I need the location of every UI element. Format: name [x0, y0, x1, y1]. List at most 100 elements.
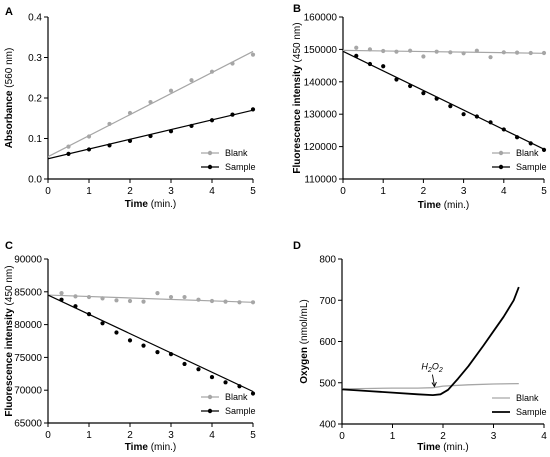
sample-point [66, 151, 71, 156]
blank-point [230, 61, 235, 66]
sample-point [250, 107, 256, 112]
y-tick-label: 85000 [14, 287, 42, 298]
sample-point [155, 350, 160, 355]
y-tick-label: 65000 [14, 419, 42, 430]
panel-letter: C [5, 240, 13, 252]
sample-point [168, 352, 174, 357]
sample-point [237, 384, 242, 389]
sample-point [189, 123, 194, 129]
y-axis-title: Fluorescence intensity (450 nm) [292, 22, 303, 173]
legend-blank-marker [207, 150, 213, 156]
blank-point [209, 298, 215, 304]
blank-point [209, 69, 215, 74]
y-tick-label: 800 [319, 255, 336, 266]
panel-d: D 400 500 600 700 800 0 1 2 3 4 Time (min.) Oxygen (… [293, 240, 547, 453]
legend-sample-marker [498, 164, 504, 170]
sample-point [230, 112, 235, 117]
x-tick-label: 4 [209, 430, 215, 441]
x-tick-label: 2 [127, 430, 133, 441]
y-tick-label: 110000 [304, 175, 337, 186]
sample-point [114, 330, 119, 335]
blank-point [86, 294, 92, 300]
blank-point [408, 48, 413, 53]
sample-point [408, 83, 413, 89]
sample-point [127, 138, 133, 144]
blank-point [155, 291, 160, 296]
sample-point [488, 120, 493, 125]
sample-point [434, 96, 439, 101]
blank-point [474, 48, 479, 53]
x-axis-title: Time (min.) [418, 200, 470, 211]
blank-point [168, 294, 174, 300]
legend-sample-marker [207, 164, 213, 170]
y-tick-label: 500 [319, 378, 336, 389]
annotation-label: H2O2 [421, 362, 442, 375]
blank-point [488, 55, 493, 60]
sample-point [100, 321, 105, 326]
sample-point [541, 147, 547, 152]
y-tick-label: 700 [319, 296, 336, 307]
y-tick-label: 120000 [304, 142, 338, 153]
blank-point [127, 110, 133, 116]
sample-point [59, 297, 64, 302]
blank-point [514, 50, 520, 55]
y-tick-label: 80000 [14, 320, 42, 331]
blank-point [196, 297, 201, 302]
x-tick-label: 1 [86, 430, 92, 441]
panel-letter: D [293, 240, 301, 252]
x-tick-label: 5 [250, 430, 256, 441]
x-tick-label: 0 [339, 431, 345, 442]
y-tick-label: 130000 [304, 110, 338, 121]
x-tick-label: 1 [380, 186, 386, 197]
blank-point [189, 78, 194, 83]
sample-point [421, 91, 426, 96]
blank-point [354, 45, 359, 50]
legend-sample-label: Sample [225, 162, 256, 172]
y-axis-title: Absorbance (560 nm) [4, 48, 15, 149]
y-tick-label: 0.2 [28, 94, 42, 105]
blank-point [223, 299, 228, 304]
x-tick-label: 4 [501, 186, 507, 197]
blank-point [168, 88, 174, 93]
sample-point [250, 391, 256, 396]
blank-point [148, 99, 153, 105]
y-axis-title: Fluorescence intensity (450 nm) [4, 265, 15, 416]
sample-point [209, 118, 215, 123]
x-tick-label: 3 [491, 431, 497, 442]
sample-line [341, 286, 520, 397]
y-tick-label: 140000 [304, 77, 338, 88]
panel-letter: B [293, 3, 301, 15]
panel-b: B 110000 120000 130000 140000 150000 160000 0 1 2… [292, 3, 547, 211]
y-tick-label: 0.3 [28, 53, 42, 64]
blank-point [237, 300, 242, 305]
legend-blank-label: Blank [516, 148, 539, 158]
legend-sample-label: Sample [516, 407, 547, 417]
x-axis-title: Time (min.) [125, 442, 177, 453]
blank-point [250, 52, 256, 57]
sample-point [141, 343, 146, 348]
sample-point [148, 133, 153, 139]
sample-point [107, 143, 112, 148]
sample-point [86, 147, 92, 152]
blank-point [182, 294, 187, 300]
blank-point [59, 291, 64, 296]
y-tick-label: 150000 [304, 45, 338, 56]
blank-point [421, 54, 426, 59]
sample-point [127, 338, 133, 343]
legend-blank-label: Blank [516, 393, 539, 403]
y-tick-label: 0.0 [28, 175, 42, 186]
blank-point [107, 121, 112, 127]
sample-point [86, 312, 92, 317]
sample-point [381, 64, 386, 69]
sample-point [501, 127, 506, 132]
x-tick-label: 3 [168, 430, 174, 441]
x-tick-label: 2 [421, 186, 427, 197]
panel-letter: A [5, 6, 13, 18]
sample-point [354, 53, 359, 58]
blank-line [341, 382, 519, 390]
blank-point [541, 50, 547, 56]
x-tick-label: 1 [390, 431, 396, 442]
sample-point [209, 374, 215, 380]
y-tick-label: 0.1 [28, 134, 42, 145]
